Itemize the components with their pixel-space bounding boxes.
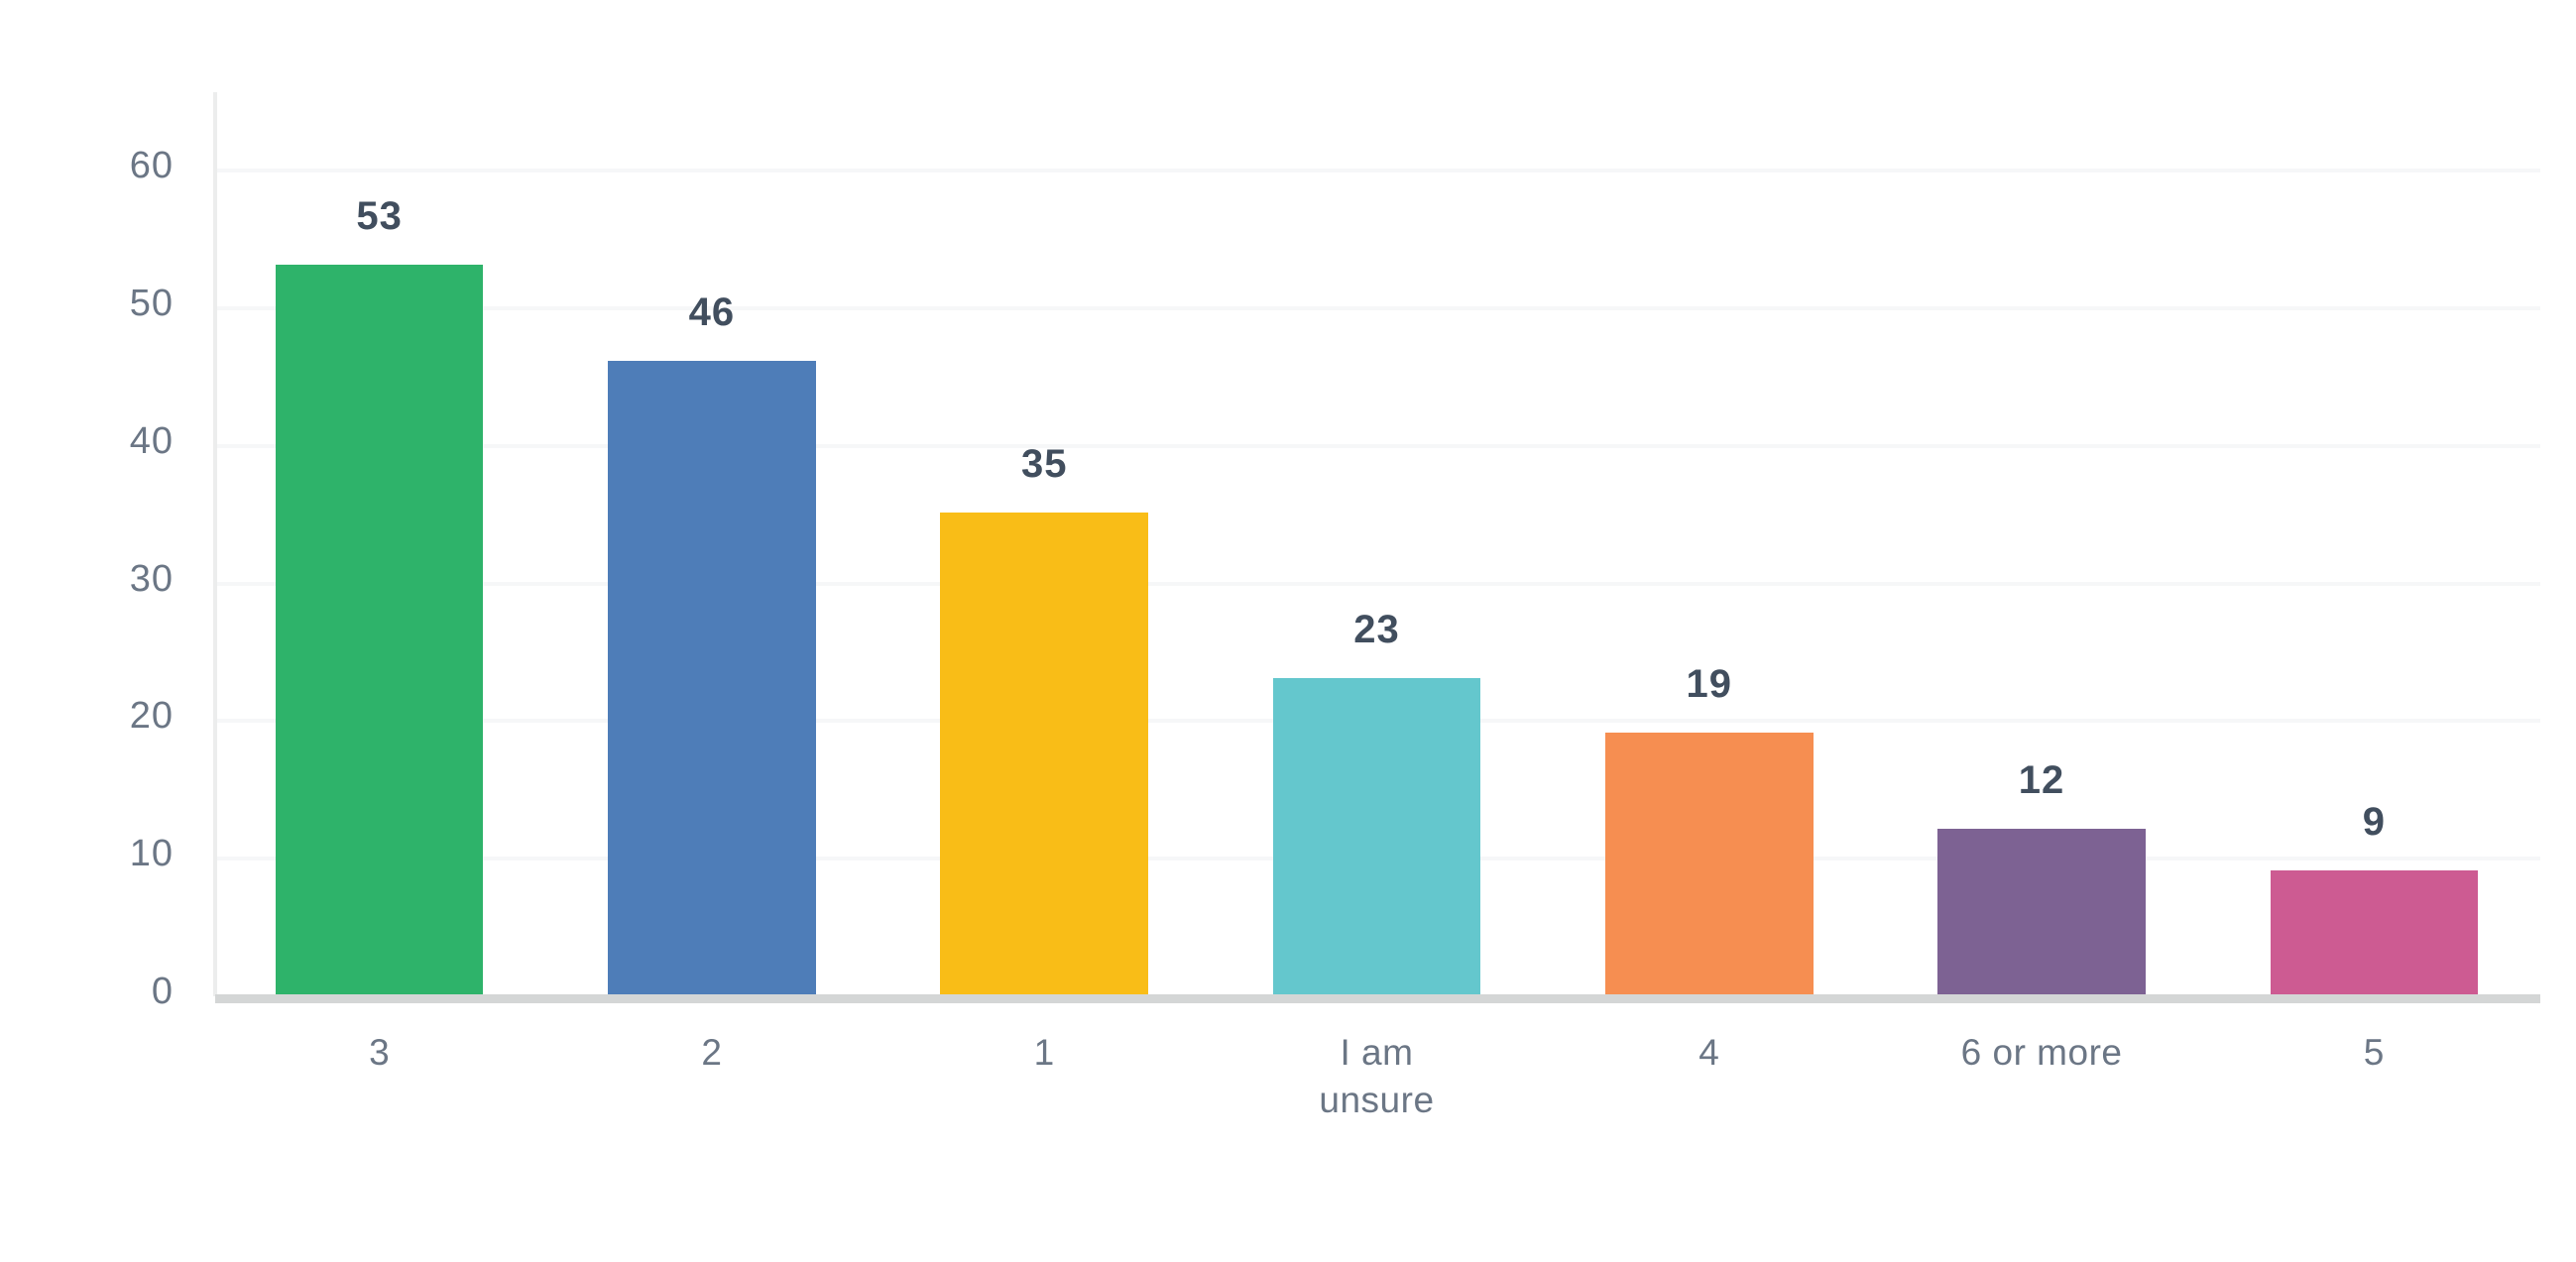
y-axis-tick-label: 50 (129, 282, 174, 324)
x-axis-line (215, 994, 2540, 1003)
bar-slot[interactable]: 46 (608, 92, 816, 994)
gridline (213, 581, 2540, 586)
x-axis-tick-label: I am unsure (1319, 1032, 1435, 1121)
bar[interactable] (1605, 733, 1814, 994)
bar[interactable] (608, 361, 816, 994)
bar-slot[interactable]: 53 (275, 92, 484, 994)
bar-value-label: 46 (688, 290, 736, 335)
x-axis-tick-label: 1 (1033, 1032, 1055, 1073)
gridline (213, 443, 2540, 448)
bar-value-label: 19 (1686, 662, 1733, 707)
x-axis-tick-label: 4 (1698, 1032, 1720, 1073)
y-axis-line (213, 92, 217, 996)
x-axis-tick-label: 6 or more (1960, 1032, 2123, 1073)
y-axis-tick-label: 30 (129, 557, 174, 600)
y-axis-tick-label: 0 (151, 971, 174, 1012)
x-axis-tick-label: 3 (369, 1032, 391, 1073)
bar[interactable] (275, 265, 484, 994)
x-axis-tick-label: 5 (2363, 1032, 2385, 1073)
y-axis-tick-label: 60 (129, 145, 174, 186)
bars-layer: 53 46 35 23 19 12 9 (213, 92, 2540, 994)
x-axis-tick-label: 2 (701, 1032, 723, 1073)
bar-slot[interactable]: 23 (1272, 92, 1481, 994)
bar-value-label: 12 (2018, 758, 2065, 803)
bar-slot[interactable]: 35 (940, 92, 1148, 994)
bar-value-label: 9 (2362, 800, 2386, 845)
y-axis-tick-label: 20 (129, 695, 174, 738)
bar-value-label: 23 (1353, 607, 1400, 651)
bar[interactable] (2270, 870, 2479, 994)
bar[interactable] (1937, 829, 2146, 994)
bar-slot[interactable]: 12 (1937, 92, 2146, 994)
bar[interactable] (1272, 677, 1481, 994)
bar-slot[interactable]: 19 (1605, 92, 1814, 994)
bar-value-label: 53 (356, 194, 403, 239)
bar-value-label: 35 (1020, 442, 1068, 487)
gridline (213, 305, 2540, 310)
gridline (213, 169, 2540, 172)
y-axis-tick-label: 40 (129, 419, 174, 462)
bar-slot[interactable]: 9 (2270, 92, 2479, 994)
y-axis-tick-label: 10 (129, 833, 174, 875)
bar[interactable] (940, 513, 1148, 994)
